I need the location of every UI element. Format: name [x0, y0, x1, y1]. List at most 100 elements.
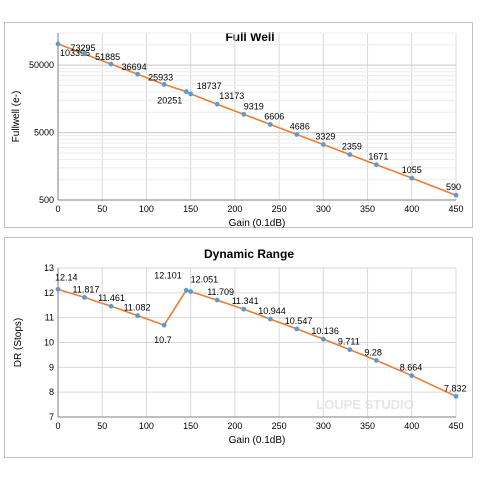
data-label: 590 [446, 182, 461, 192]
data-label: 25933 [148, 72, 173, 82]
data-point [108, 61, 114, 67]
x-tick-label: 400 [404, 204, 419, 214]
x-tick-label: 300 [316, 421, 331, 431]
x-axis-label: Gain (0.1dB) [229, 218, 286, 229]
data-point [82, 51, 87, 57]
data-point [409, 175, 415, 181]
y-tick-label: 11 [45, 313, 54, 323]
data-label: 11.817 [73, 284, 100, 294]
x-tick-label: 200 [227, 421, 242, 431]
y-tick-label: 12 [44, 288, 54, 298]
data-point [241, 111, 247, 117]
data-label: 7.832 [444, 383, 467, 393]
data-point [453, 393, 459, 399]
data-label: 18737 [197, 81, 222, 91]
data-point [161, 322, 167, 328]
x-tick-label: 150 [183, 204, 198, 214]
data-label: 11.341 [232, 296, 259, 306]
data-label: 1055 [402, 165, 422, 175]
data-label: 6606 [264, 111, 284, 121]
y-tick-label: 8 [49, 387, 54, 397]
data-point [108, 303, 114, 309]
full-well-svg: Full Well 0 50 100 150 200 250 300 350 400 450 500 5… [11, 30, 464, 229]
y-tick-label: 500 [39, 195, 54, 205]
chart-title: Dynamic Range [204, 247, 294, 261]
data-point [135, 71, 141, 77]
data-point [214, 297, 220, 303]
data-label: 9.711 [338, 337, 360, 347]
data-label: 9319 [244, 101, 264, 111]
x-tick-label: 0 [55, 204, 60, 214]
y-tick-label: 5000 [34, 128, 54, 138]
data-label: 1671 [368, 152, 388, 162]
x-tick-label: 100 [139, 421, 154, 431]
x-tick-label: 450 [448, 421, 463, 431]
x-tick-label: 350 [360, 204, 375, 214]
series-line [57, 288, 457, 398]
data-label: 10.7 [154, 335, 172, 345]
chart-title: Full Well [225, 30, 274, 44]
y-tick-label: 9 [49, 362, 54, 372]
dynamic-range-svg: LOUPE STUDIO Dynamic Range 0 50 100 150 200 250… [13, 247, 467, 446]
x-tick-label: 50 [97, 204, 107, 214]
data-point [320, 336, 326, 342]
data-label: 103396 [60, 48, 90, 58]
x-tick-label: 400 [404, 421, 419, 431]
data-label: 9.28 [364, 347, 382, 357]
x-tick-label: 300 [316, 204, 331, 214]
data-point [453, 192, 459, 198]
data-label: 3329 [315, 131, 335, 141]
data-label: 13173 [219, 91, 244, 101]
data-label: 10.136 [311, 326, 339, 336]
data-point [347, 152, 353, 157]
data-point [183, 89, 189, 95]
y-tick-label: 10 [44, 338, 54, 348]
data-point [214, 101, 220, 107]
data-point [409, 373, 415, 379]
dynamic-range-chart: LOUPE STUDIO Dynamic Range 0 50 100 150 200 250… [4, 237, 473, 458]
data-label: 10.944 [258, 306, 286, 316]
x-tick-label: 50 [97, 421, 107, 431]
data-label: 51885 [95, 52, 120, 62]
y-tick-label: 7 [49, 412, 54, 422]
data-label: 4686 [290, 121, 310, 131]
data-label: 36694 [122, 62, 147, 72]
data-point [188, 289, 194, 294]
data-label: 11.082 [124, 303, 151, 313]
watermark: LOUPE STUDIO [316, 397, 414, 412]
data-point [241, 306, 247, 312]
data-point [267, 122, 273, 127]
y-axis-label: Fullwell (e-) [11, 91, 22, 143]
data-point [374, 162, 379, 168]
data-point [161, 81, 167, 87]
data-point [320, 142, 326, 147]
data-label: 8.664 [400, 363, 423, 373]
x-tick-label: 450 [448, 204, 463, 214]
data-label: 12.101 [154, 270, 182, 280]
full-well-chart: Full Well 0 50 100 150 200 250 300 350 400 450 500 5… [4, 22, 473, 229]
data-point [55, 41, 61, 47]
series-line [57, 43, 457, 196]
data-point [347, 347, 353, 353]
x-tick-label: 350 [360, 421, 375, 431]
y-axis-label: DR (Stops) [13, 318, 24, 367]
x-tick-label: 250 [272, 421, 287, 431]
x-tick-label: 150 [183, 421, 198, 431]
data-point [183, 287, 189, 293]
data-point [135, 313, 141, 319]
data-point [374, 357, 379, 363]
data-label: 11.709 [207, 287, 234, 297]
data-label: 73295 [71, 43, 96, 53]
x-tick-label: 100 [139, 204, 154, 214]
data-label: 12.14 [55, 272, 78, 282]
y-tick-label: 50000 [29, 60, 54, 70]
x-axis-label: Gain (0.1dB) [229, 435, 286, 446]
data-point [82, 294, 87, 300]
x-tick-label: 200 [227, 204, 242, 214]
y-tick-label: 13 [44, 263, 54, 273]
data-point [294, 326, 300, 332]
data-point [188, 91, 194, 97]
data-point [267, 316, 273, 322]
data-label: 11.461 [98, 293, 125, 303]
data-label: 2359 [342, 142, 362, 152]
